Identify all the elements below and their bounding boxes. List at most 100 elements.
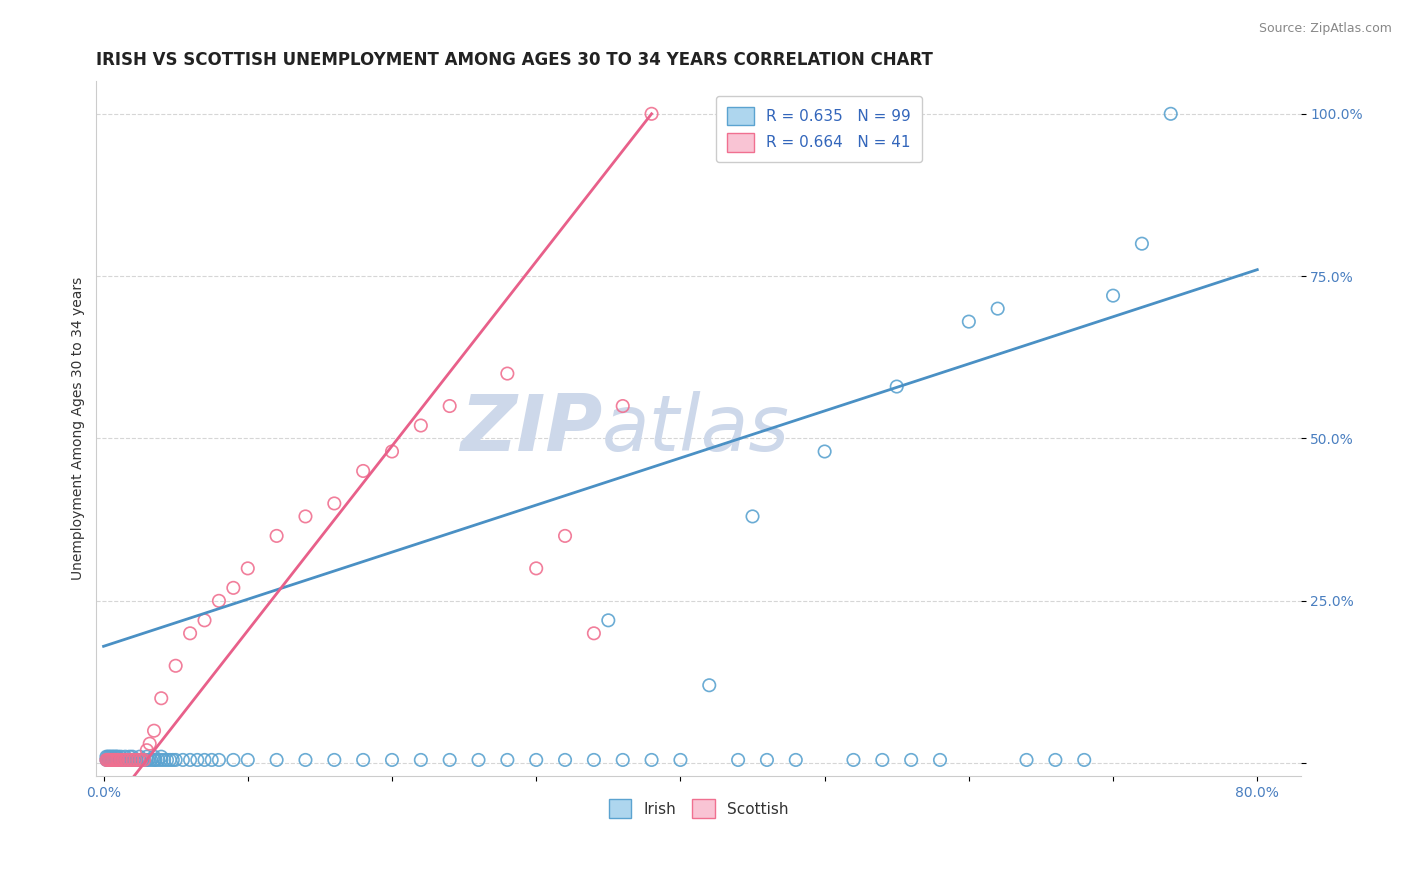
Point [110, 753, 132, 767]
Point [118, 753, 141, 767]
Point [96, 753, 118, 767]
Point [110, 749, 132, 764]
Point [496, 367, 519, 381]
Point [957, 315, 980, 329]
Point [104, 753, 127, 767]
Point [114, 749, 136, 764]
Point [179, 753, 201, 767]
Point [669, 753, 692, 767]
Point [193, 753, 215, 767]
Point [111, 753, 134, 767]
Point [104, 753, 127, 767]
Point [524, 561, 547, 575]
Point [97, 753, 120, 767]
Point [323, 496, 346, 510]
Point [131, 753, 153, 767]
Point [107, 753, 129, 767]
Point [150, 753, 173, 767]
Point [114, 753, 136, 767]
Point [439, 753, 461, 767]
Point [129, 753, 152, 767]
Point [150, 749, 173, 764]
Point [124, 753, 146, 767]
Point [112, 753, 135, 767]
Point [208, 594, 231, 608]
Point [107, 753, 129, 767]
Point [1102, 288, 1125, 302]
Point [162, 753, 184, 767]
Point [193, 613, 215, 627]
Point [755, 753, 778, 767]
Point [105, 749, 128, 764]
Legend: Irish, Scottish: Irish, Scottish [602, 793, 794, 824]
Point [886, 379, 908, 393]
Point [236, 753, 259, 767]
Point [987, 301, 1010, 316]
Point [129, 753, 152, 767]
Point [98, 753, 121, 767]
Point [159, 753, 181, 767]
Point [100, 749, 122, 764]
Point [103, 753, 125, 767]
Point [496, 753, 519, 767]
Point [97, 749, 120, 764]
Point [96, 753, 118, 767]
Point [294, 509, 316, 524]
Point [582, 626, 605, 640]
Point [128, 749, 150, 764]
Point [110, 753, 132, 767]
Text: IRISH VS SCOTTISH UNEMPLOYMENT AMONG AGES 30 TO 34 YEARS CORRELATION CHART: IRISH VS SCOTTISH UNEMPLOYMENT AMONG AGE… [97, 51, 934, 69]
Point [929, 753, 952, 767]
Point [1015, 753, 1038, 767]
Point [208, 753, 231, 767]
Point [741, 509, 763, 524]
Point [1045, 753, 1067, 767]
Point [598, 613, 620, 627]
Text: atlas: atlas [602, 391, 790, 467]
Point [132, 753, 155, 767]
Point [612, 399, 634, 413]
Point [294, 753, 316, 767]
Point [150, 691, 173, 706]
Point [101, 749, 124, 764]
Point [439, 399, 461, 413]
Point [100, 753, 122, 767]
Point [409, 753, 432, 767]
Point [96, 749, 118, 764]
Point [115, 753, 138, 767]
Point [186, 753, 208, 767]
Point [112, 753, 135, 767]
Y-axis label: Unemployment Among Ages 30 to 34 years: Unemployment Among Ages 30 to 34 years [72, 277, 86, 581]
Point [785, 753, 807, 767]
Point [222, 581, 245, 595]
Point [524, 753, 547, 767]
Point [554, 529, 576, 543]
Point [105, 753, 128, 767]
Point [165, 658, 187, 673]
Point [1073, 753, 1095, 767]
Point [153, 753, 176, 767]
Point [136, 753, 159, 767]
Point [872, 753, 894, 767]
Point [323, 753, 346, 767]
Point [108, 753, 131, 767]
Text: Source: ZipAtlas.com: Source: ZipAtlas.com [1258, 22, 1392, 36]
Point [117, 753, 139, 767]
Point [640, 753, 662, 767]
Point [156, 753, 179, 767]
Point [143, 753, 166, 767]
Point [145, 753, 167, 767]
Point [554, 753, 576, 767]
Point [122, 753, 145, 767]
Point [172, 753, 194, 767]
Point [842, 753, 865, 767]
Point [727, 753, 749, 767]
Point [236, 561, 259, 575]
Point [100, 753, 122, 767]
Point [118, 749, 141, 764]
Point [98, 749, 121, 764]
Point [222, 753, 245, 767]
Point [640, 107, 662, 121]
Point [121, 753, 143, 767]
Point [266, 753, 288, 767]
